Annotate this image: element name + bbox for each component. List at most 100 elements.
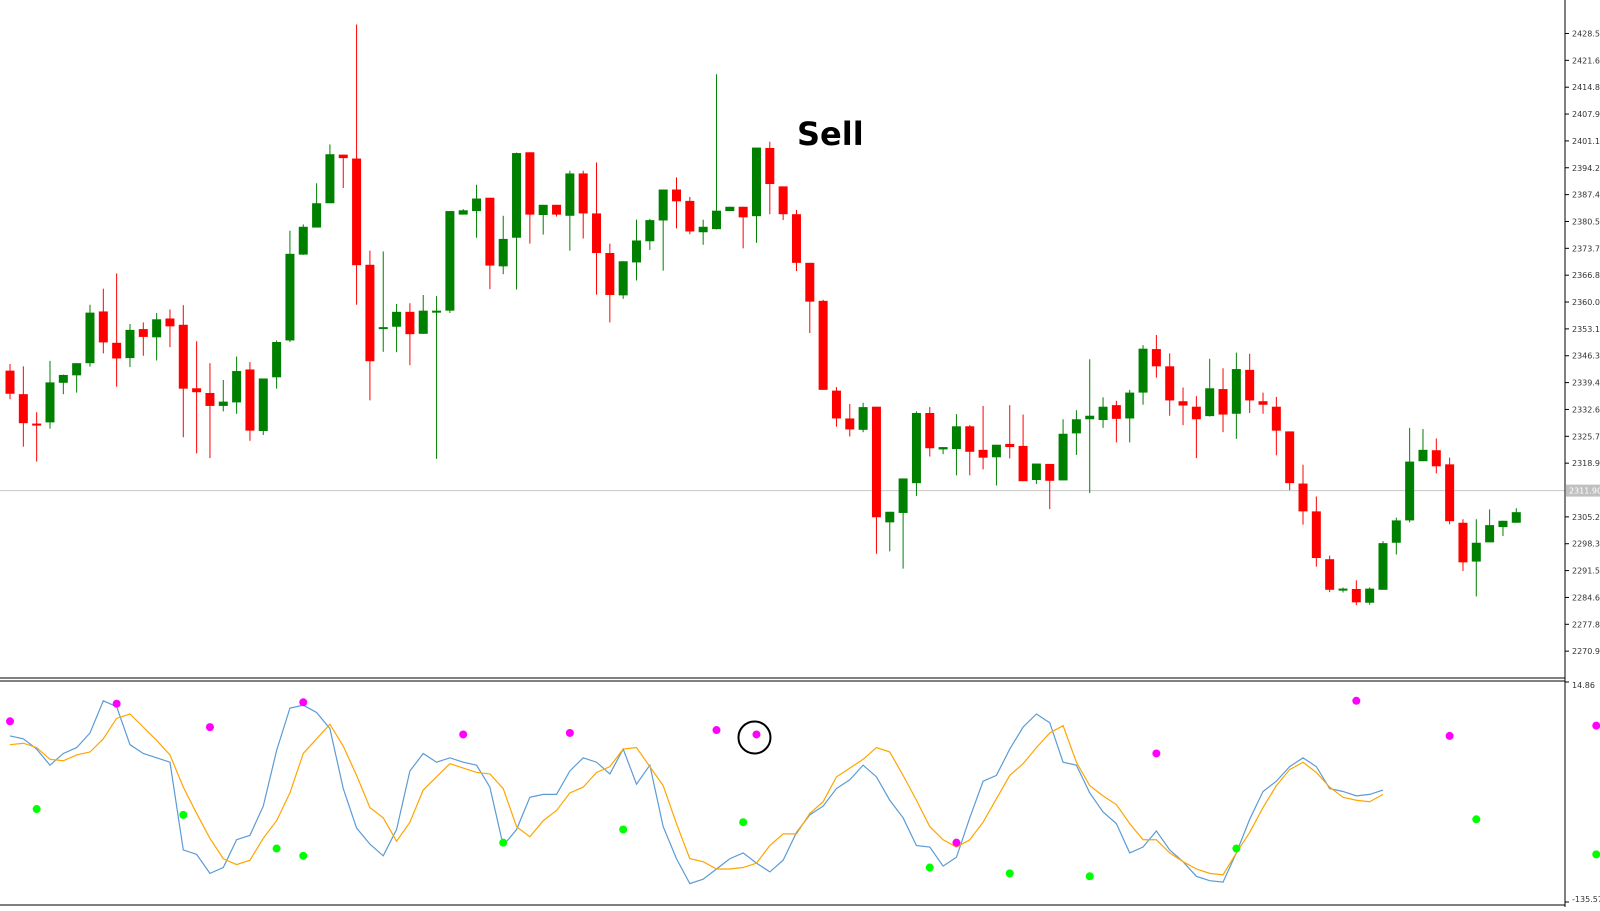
bear-candle: [1165, 366, 1175, 401]
bear-candle: [165, 318, 175, 327]
bull-candle: [1098, 406, 1108, 421]
bull-candle: [751, 147, 761, 217]
buy-signal-dot: [925, 863, 934, 872]
slow-oscillator-line: [9, 713, 1384, 876]
price-tick-label: 2277.80: [1572, 620, 1600, 629]
bear-candle: [365, 264, 375, 362]
current-price-label: 2311.90: [1569, 487, 1600, 496]
bull-candle: [1485, 525, 1495, 543]
bear-candle: [352, 158, 362, 266]
bear-candle: [605, 253, 615, 295]
bull-candle: [312, 203, 322, 228]
bull-candle: [1405, 461, 1415, 521]
price-tick-label: 2401.10: [1572, 137, 1600, 146]
oscillator-axis: 14.86 -135.57: [1565, 681, 1600, 904]
bull-candle: [1031, 463, 1041, 481]
price-tick-label: 2305.20: [1572, 513, 1600, 522]
bull-candle: [858, 407, 868, 430]
bull-candle: [392, 311, 402, 327]
price-tick-label: 2407.95: [1572, 110, 1600, 119]
sell-signal-dot: [205, 723, 214, 732]
bull-candle: [1125, 392, 1135, 419]
bear-candle: [1018, 445, 1028, 482]
bull-candle: [991, 444, 1001, 458]
bear-candle: [1258, 401, 1268, 405]
buy-signal-dot: [499, 838, 508, 847]
buy-signal-dot: [299, 851, 308, 860]
buy-signal-dot: [739, 818, 748, 827]
oscillator-panel[interactable]: [6, 696, 1600, 885]
bear-candle: [965, 426, 975, 452]
bull-candle: [1071, 419, 1081, 434]
current-price-marker: [1566, 484, 1600, 497]
sell-signal-dot: [1445, 731, 1454, 740]
bull-candle: [538, 204, 548, 215]
bear-candle: [805, 262, 815, 302]
bear-candle: [5, 370, 15, 394]
bull-candle: [1378, 543, 1388, 590]
bull-candle: [645, 220, 655, 242]
sell-signal-dot: [1352, 696, 1361, 705]
bear-candle: [925, 412, 935, 449]
bull-candle: [885, 511, 895, 523]
bear-candle: [978, 449, 988, 458]
bull-candle: [72, 363, 82, 376]
fast-oscillator-line: [9, 700, 1384, 885]
price-tick-label: 2366.85: [1572, 271, 1600, 280]
bear-candle: [1151, 349, 1161, 367]
bull-candle: [951, 426, 961, 450]
price-tick-label: 2298.35: [1572, 540, 1600, 549]
bull-candle: [898, 478, 908, 513]
sell-signal-dot: [752, 730, 761, 739]
bear-candle: [1245, 369, 1255, 401]
bull-candle: [58, 374, 68, 383]
buy-signal-dot: [1005, 869, 1014, 878]
bull-candle: [152, 319, 162, 338]
price-panel[interactable]: [0, 24, 1565, 606]
bear-candle: [1458, 522, 1468, 563]
bear-candle: [98, 311, 108, 343]
bull-candle: [378, 327, 388, 330]
price-tick-label: 2380.55: [1572, 217, 1600, 226]
osc-tick-label: 14.86: [1572, 681, 1595, 690]
price-tick-label: 2353.15: [1572, 325, 1600, 334]
bear-candle: [1111, 405, 1121, 419]
price-tick-label: 2291.50: [1572, 567, 1600, 576]
bear-candle: [818, 300, 828, 390]
buy-signal-dot: [619, 825, 628, 834]
price-tick-label: 2414.80: [1572, 83, 1600, 92]
bull-candle: [1418, 449, 1428, 462]
price-tick-label: 2332.60: [1572, 405, 1600, 414]
bull-candle: [325, 154, 335, 204]
price-tick-label: 2394.25: [1572, 164, 1600, 173]
bull-candle: [658, 189, 668, 221]
bear-candle: [18, 394, 28, 424]
bear-candle: [1045, 463, 1055, 481]
sell-signal-dot: [6, 717, 14, 726]
bull-candle: [1205, 388, 1215, 417]
bull-candle: [1085, 415, 1095, 420]
bull-candle: [218, 401, 228, 406]
bear-candle: [192, 388, 202, 393]
bull-candle: [285, 253, 295, 341]
price-tick-label: 2346.30: [1572, 352, 1600, 361]
price-tick-label: 2339.45: [1572, 379, 1600, 388]
sell-annotation: Sell: [797, 115, 864, 153]
bull-candle: [1471, 542, 1481, 562]
price-tick-label: 2360.00: [1572, 298, 1600, 307]
sell-signal-dot: [952, 838, 961, 847]
buy-signal-dot: [32, 805, 41, 814]
bull-candle: [1498, 520, 1508, 528]
bull-candle: [418, 310, 428, 334]
bear-candle: [552, 204, 562, 215]
bull-candle: [1138, 348, 1148, 393]
bear-candle: [245, 369, 255, 431]
bull-candle: [258, 378, 268, 432]
bull-candle: [512, 153, 522, 238]
sell-signal-dot: [459, 730, 468, 739]
bull-candle: [698, 226, 708, 233]
bull-candle: [85, 312, 95, 364]
bear-candle: [791, 214, 801, 263]
